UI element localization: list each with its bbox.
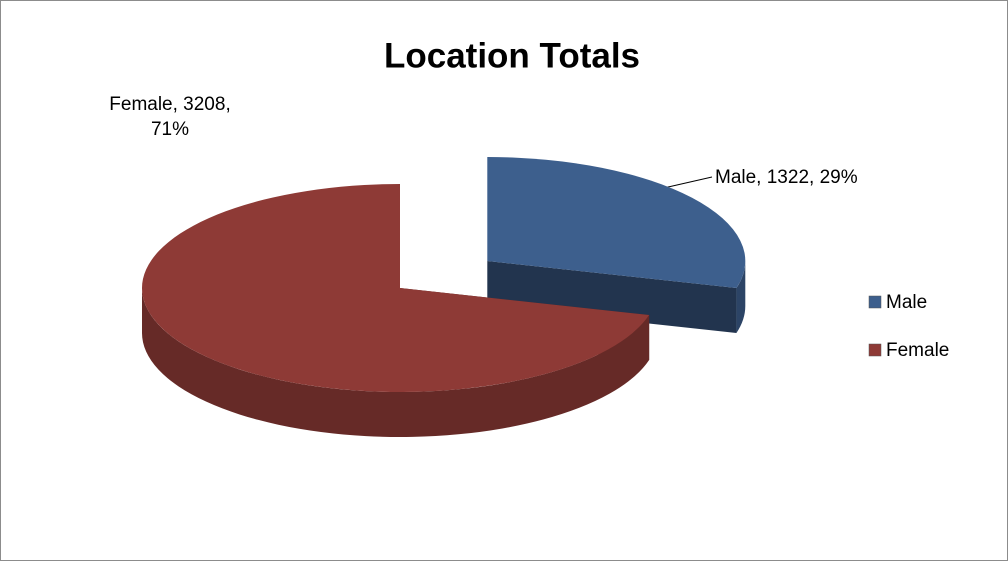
slice-side [736,261,746,334]
data-label: Female, 3208, 71% [109,94,231,140]
slice [141,184,650,392]
legend-label: Female [886,340,949,361]
slice [487,157,746,289]
legend-swatch [868,295,882,309]
data-label: Male, 1322, 29% [715,167,858,188]
legend-label: Male [886,292,927,313]
legend-swatch [868,343,882,357]
slice-cut-face [487,261,737,334]
slice-side [142,288,650,437]
chart-title: Location Totals [384,36,640,75]
